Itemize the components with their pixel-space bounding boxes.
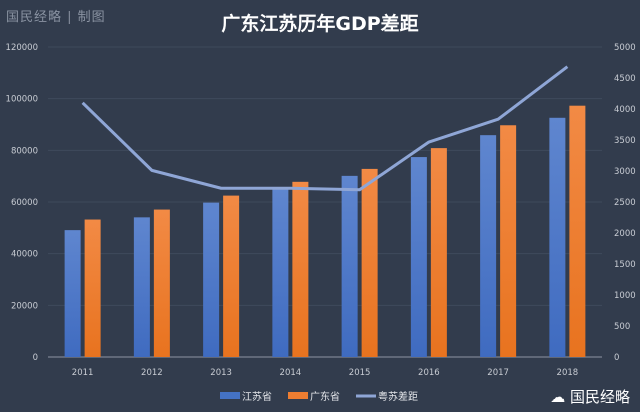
left-tick-label: 40000	[11, 250, 38, 260]
bar-jiangsu	[549, 117, 566, 357]
bar-jiangsu	[64, 230, 81, 357]
bar-jiangsu	[203, 202, 220, 357]
bar-guangdong	[292, 181, 309, 357]
bar-guangdong	[84, 219, 101, 357]
legend-label: 江苏省	[242, 390, 272, 403]
left-tick-label: 80000	[11, 146, 38, 156]
legend-swatch	[220, 392, 240, 399]
bar-jiangsu	[272, 188, 289, 357]
right-tick-label: 500	[614, 322, 630, 332]
bar-guangdong	[569, 105, 586, 357]
bar-jiangsu	[410, 157, 427, 357]
x-tick-label: 2018	[557, 368, 579, 378]
watermark: 国民经略 | 制图	[6, 10, 106, 25]
right-tick-label: 1500	[614, 260, 636, 270]
x-tick-label: 2016	[418, 368, 440, 378]
bar-guangdong	[500, 125, 517, 357]
wechat-icon: ☁	[550, 388, 566, 406]
right-tick-label: 3000	[614, 167, 636, 177]
legend-label: 广东省	[310, 390, 340, 403]
left-tick-label: 20000	[11, 301, 38, 311]
left-tick-label: 60000	[11, 198, 38, 208]
right-tick-label: 5000	[614, 43, 636, 53]
right-tick-label: 2000	[614, 229, 636, 239]
x-tick-label: 2011	[72, 368, 94, 378]
right-tick-label: 0	[614, 353, 619, 363]
right-tick-label: 4500	[614, 74, 636, 84]
right-tick-label: 2500	[614, 198, 636, 208]
bar-guangdong	[223, 195, 240, 357]
x-tick-label: 2015	[349, 368, 371, 378]
bar-guangdong	[153, 209, 170, 357]
left-tick-label: 0	[33, 353, 38, 363]
bar-guangdong	[430, 148, 447, 357]
x-tick-label: 2013	[210, 368, 232, 378]
x-tick-label: 2012	[141, 368, 163, 378]
bar-jiangsu	[133, 217, 150, 357]
x-tick-label: 2017	[487, 368, 509, 378]
bar-jiangsu	[341, 175, 358, 357]
bar-guangdong	[361, 168, 378, 357]
x-tick-label: 2014	[280, 368, 302, 378]
left-tick-label: 120000	[6, 43, 38, 53]
chart-title: 广东江苏历年GDP差距	[221, 13, 419, 35]
left-tick-label: 100000	[6, 95, 38, 105]
legend-label: 粤苏差距	[378, 390, 418, 403]
line-gap	[81, 65, 569, 192]
brand-text: 国民经略	[569, 388, 630, 406]
right-tick-label: 1000	[614, 291, 636, 301]
right-tick-label: 3500	[614, 136, 636, 146]
legend-swatch	[288, 392, 308, 399]
bar-jiangsu	[480, 135, 497, 357]
brand-logo: ☁ 国民经略	[550, 388, 630, 406]
right-tick-label: 4000	[614, 105, 636, 115]
